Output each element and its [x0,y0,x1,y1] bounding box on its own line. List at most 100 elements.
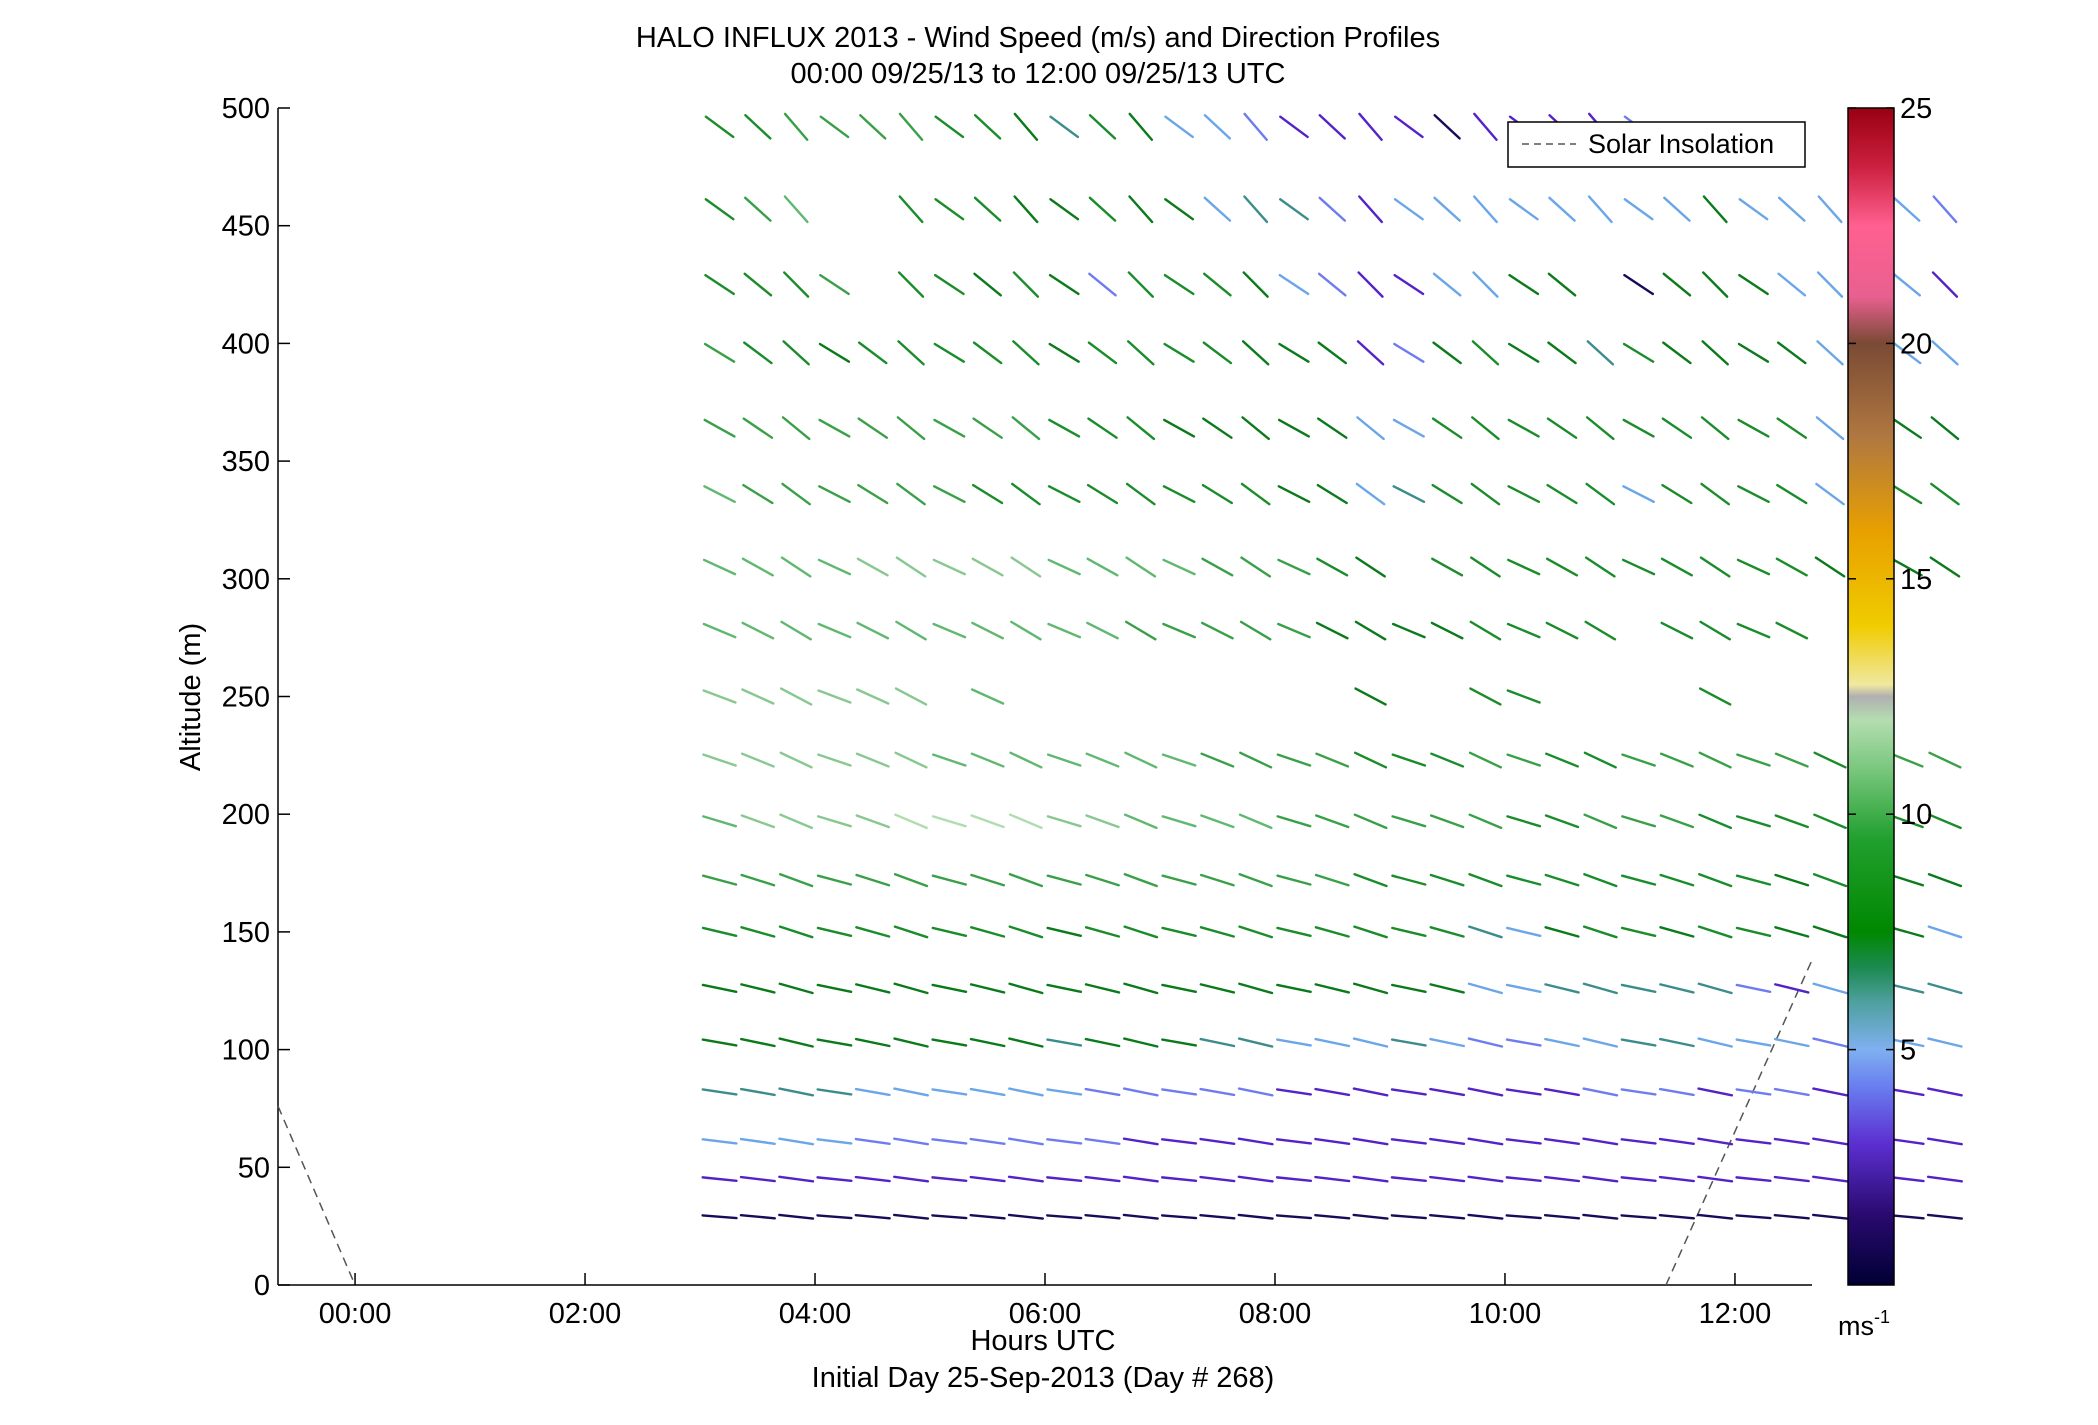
wind-barb [1505,1138,1542,1145]
wind-barb [892,1213,930,1220]
wind-barb [854,1137,891,1146]
wind-barb [1623,273,1654,296]
wind-barb [1735,983,1772,994]
wind-barb [1163,273,1195,296]
wind-barb [740,752,775,768]
colorbar-unit-exponent: -1 [1874,1307,1890,1327]
wind-barb [1128,195,1154,224]
wind-barb [1199,873,1235,887]
wind-barb [1697,1213,1734,1220]
wind-barb [1125,556,1157,578]
wind-barb [1277,558,1311,576]
wind-barb [1470,556,1501,578]
wind-barb [1278,198,1309,221]
wind-barb [1429,1137,1466,1146]
wind-barb [1505,1088,1542,1096]
wind-barb [1774,983,1810,994]
wind-barb [1585,482,1616,506]
wind-barb [1122,1213,1159,1220]
wind-barb [1046,926,1082,938]
wind-barb [1238,873,1273,888]
wind-barb [1200,752,1235,768]
wind-barb [1013,112,1039,141]
wind-barb [1774,873,1810,887]
wind-barb [931,1176,968,1182]
wind-barb [931,1088,968,1096]
wind-barb [701,874,738,886]
wind-barb [1160,1176,1198,1182]
wind-barb [1393,342,1425,363]
wind-barb [1812,1037,1848,1048]
wind-barb [1046,1088,1083,1096]
wind-barb [1660,557,1693,577]
wind-barb [1472,195,1498,224]
wind-barb [818,485,851,503]
wind-barb [1587,195,1613,224]
wind-barb [1659,752,1694,768]
wind-barb [1544,814,1580,829]
wind-barb [1429,1087,1466,1097]
wind-barb [1009,813,1043,830]
wind-barb [1161,1038,1198,1047]
wind-barb [1888,1213,1925,1220]
wind-barb [1697,982,1733,995]
wind-barb [1316,557,1349,577]
wind-barb [1010,556,1042,578]
wind-barb [1506,815,1542,828]
wind-barb [1314,926,1350,938]
wind-barb [1314,983,1350,994]
wind-barb [1432,341,1462,365]
wind-barb [1048,418,1081,438]
wind-barb [1506,753,1542,767]
wind-barb [1812,1175,1849,1183]
wind-barb [702,753,737,767]
wind-barb [704,115,735,139]
wind-barb [971,557,1004,577]
wind-barb [1546,417,1578,439]
wind-barb [1700,482,1731,506]
wind-barb [1084,1087,1121,1097]
wind-barb [1890,483,1923,505]
wind-barb [1008,982,1044,995]
wind-barb [1199,926,1235,938]
wind-barb [1620,1038,1657,1047]
wind-barb [1088,196,1117,222]
wind-barb [1663,196,1691,222]
wind-barb [778,1175,815,1183]
y-tick-label: 200 [222,799,270,831]
x-tick-label: 04:00 [779,1298,852,1330]
wind-barb [932,753,967,767]
wind-barb [1467,1087,1504,1097]
wind-barb [1314,1175,1351,1183]
wind-barb [1085,752,1120,768]
wind-barb [1737,342,1770,363]
wind-barb [1930,482,1960,506]
wind-barb [816,1088,853,1096]
colorbar-tick-label: 5 [1900,1035,1916,1067]
wind-barb [1621,558,1656,576]
x-tick-label: 06:00 [1009,1298,1082,1330]
wind-barb [1238,982,1274,995]
wind-barb [1661,417,1693,439]
wind-barb [1123,925,1159,939]
wind-barb [780,620,812,641]
wind-barb [1355,482,1386,506]
wind-barb [1199,983,1236,994]
wind-barb [1544,1037,1580,1048]
wind-barb [1084,1037,1121,1048]
wind-barb [1046,1038,1083,1047]
wind-barb [855,873,891,887]
wind-barb [1123,1037,1159,1048]
wind-barb [741,621,775,640]
wind-barb [1467,1175,1504,1183]
wind-barb [739,1175,776,1183]
y-tick-label: 500 [222,93,270,125]
x-tick-label: 10:00 [1469,1298,1542,1330]
wind-barb [970,752,1005,768]
wind-barb [1276,874,1312,886]
wind-barb [1583,751,1617,769]
wind-barb [1201,557,1234,577]
wind-barb [1888,1137,1925,1146]
wind-barb [932,485,966,503]
wind-barb [1199,1087,1236,1097]
